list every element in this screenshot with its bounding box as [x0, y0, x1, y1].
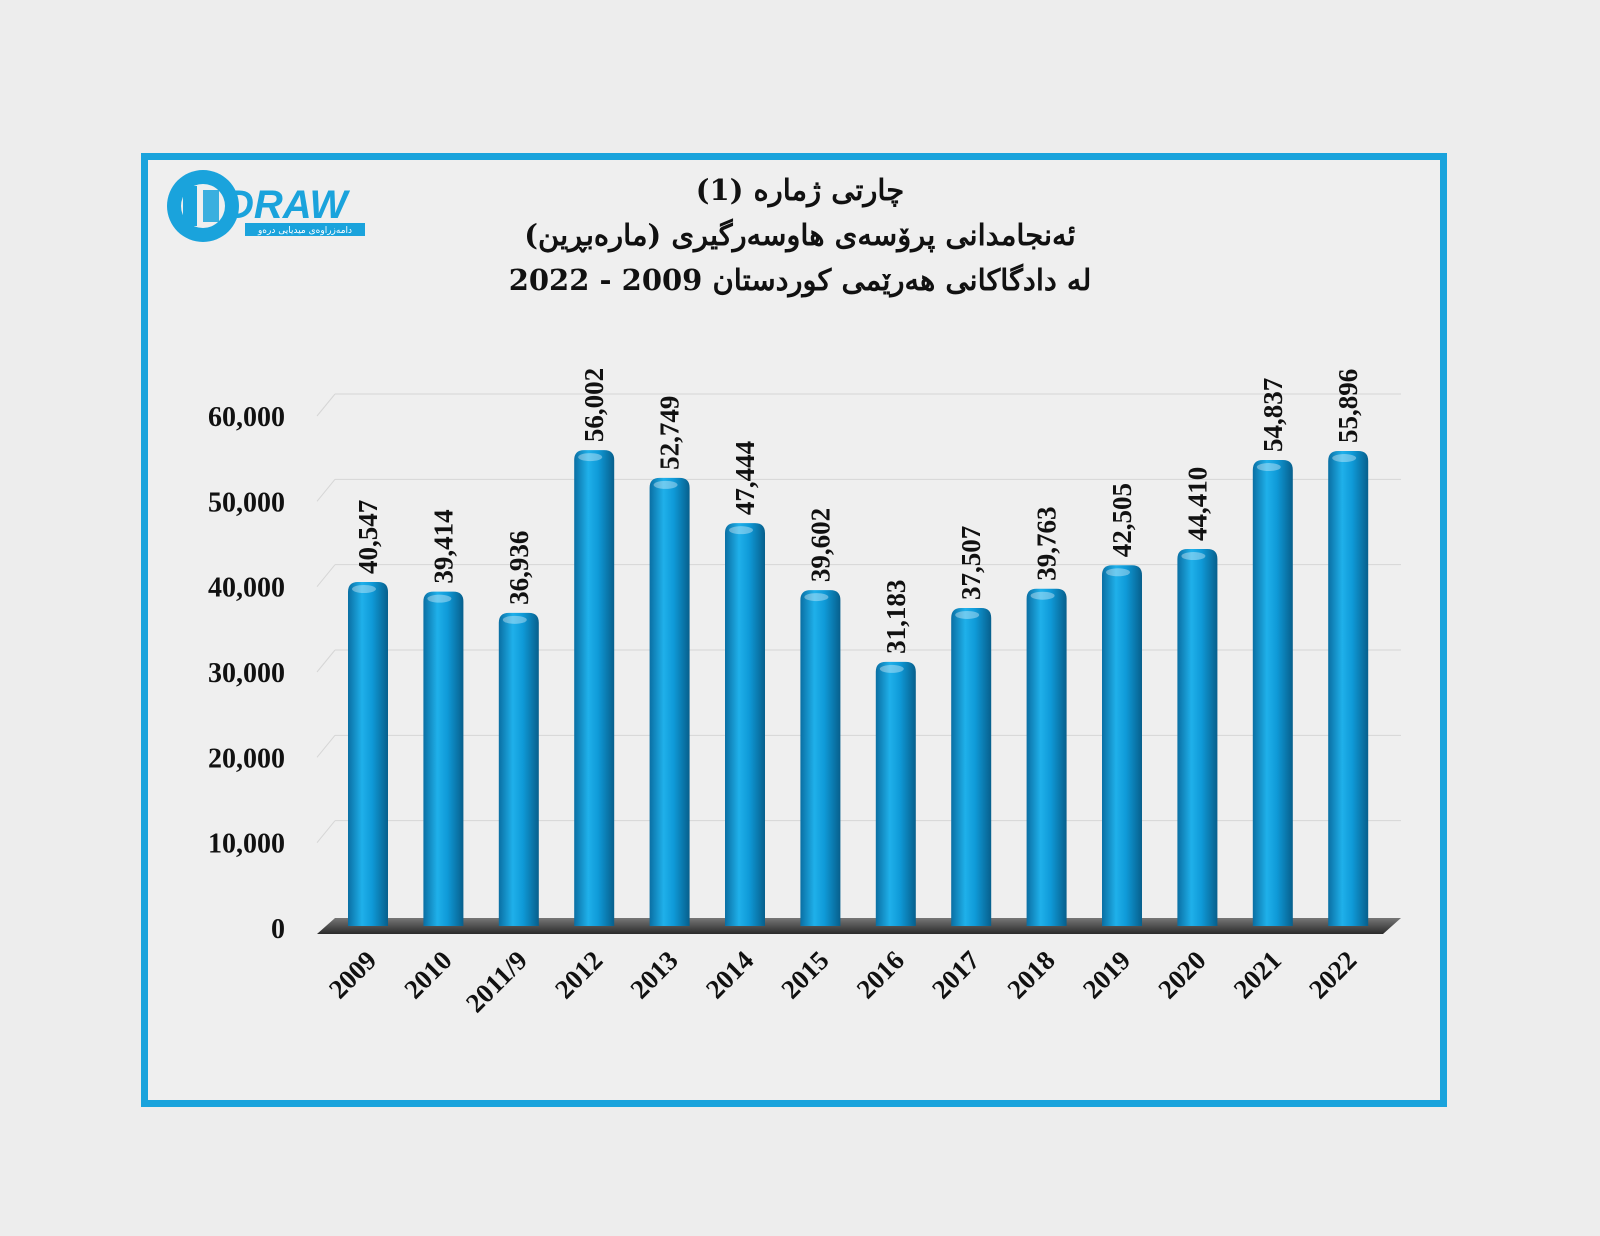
y-tick-label: 10,000 — [208, 829, 285, 860]
bar-highlight — [1332, 454, 1357, 463]
chart-title: چارتی ژمارە (1) ئەنجامدانی پرۆسەی هاوسەر… — [400, 168, 1200, 303]
gridline-diag — [316, 735, 336, 758]
gridline-diag — [316, 649, 336, 673]
bar — [574, 450, 615, 926]
value-labels: 40,547 39,414 36,936 56,002 52,749 47,444 39,6… — [353, 368, 1363, 654]
bar — [498, 612, 539, 926]
gridline-diag — [316, 393, 336, 417]
bar-highlight — [1106, 568, 1130, 577]
bar-highlight — [578, 453, 603, 462]
bar-highlight — [1181, 552, 1206, 561]
value-label: 47,444 — [730, 441, 760, 515]
bar-highlight — [879, 664, 904, 673]
bar — [951, 607, 992, 926]
bar — [348, 581, 388, 926]
x-axis-ticks: 2009 2010 2011/9 2012 2013 2014 2015 2016 2017 20… — [323, 945, 1363, 1018]
y-tick-label: 50,000 — [208, 487, 285, 518]
y-tick-label: 60,000 — [208, 402, 285, 433]
x-tick-label: 2015 — [775, 945, 834, 1004]
x-tick-label: 2021 — [1228, 945, 1287, 1004]
bar-highlight — [653, 480, 678, 489]
y-axis-ticks: 0 10,000 20,000 30,000 40,000 50,000 60,000 — [208, 402, 285, 945]
x-tick-label: 2014 — [700, 945, 759, 1004]
bar-highlight — [352, 584, 376, 593]
value-label: 40,547 — [353, 500, 383, 574]
value-label: 44,410 — [1182, 467, 1212, 541]
x-tick-label: 2018 — [1001, 945, 1060, 1004]
bar-highlight — [502, 615, 527, 624]
title-line-2: ئەنجامدانی پرۆسەی هاوسەرگیری (مارەبڕین) — [524, 218, 1076, 252]
x-tick-label: 2022 — [1303, 945, 1362, 1004]
x-tick-label: 2012 — [549, 945, 608, 1004]
bar — [649, 477, 690, 926]
bar-highlight — [729, 526, 753, 535]
y-tick-label: 20,000 — [208, 743, 285, 774]
x-tick-label: 2017 — [926, 945, 985, 1004]
bar — [800, 590, 841, 926]
bar-highlight — [427, 594, 452, 603]
x-tick-label: 2010 — [398, 945, 457, 1004]
bar — [875, 661, 916, 926]
bar — [1177, 549, 1218, 926]
gridlines — [316, 393, 1401, 843]
logo-tagline: دامەزراوەی میدیایی درەو — [257, 226, 352, 236]
bar — [1102, 565, 1142, 926]
gridline-diag — [316, 564, 336, 587]
value-label: 31,183 — [881, 580, 911, 654]
title-line-1: چارتی ژمارە (1) — [695, 173, 905, 207]
bar-highlight — [804, 593, 829, 602]
logo-text: DRAW — [225, 183, 350, 227]
value-label: 39,602 — [805, 508, 835, 582]
y-tick-label: 0 — [271, 914, 285, 945]
bar — [1252, 460, 1293, 926]
bar-highlight — [1256, 463, 1281, 472]
value-label: 52,749 — [655, 396, 685, 470]
x-tick-label: 2009 — [323, 945, 382, 1004]
bars — [348, 450, 1369, 926]
draw-logo: DRAW دامەزراوەی میدیایی درەو — [167, 170, 365, 242]
value-label: 42,505 — [1107, 483, 1137, 557]
gridline-diag — [316, 820, 336, 843]
gridline-diag — [316, 479, 336, 502]
value-label: 37,507 — [956, 526, 986, 600]
value-label: 39,414 — [428, 509, 458, 583]
x-tick-label: 2020 — [1152, 945, 1211, 1004]
bar — [1328, 451, 1369, 926]
bar-highlight — [1030, 591, 1055, 600]
title-line-3: لە دادگاکانی هەرێمی کوردستان 2009 - 2022 — [508, 263, 1092, 297]
bar-highlight — [955, 610, 980, 619]
bar — [725, 523, 765, 926]
value-label: 55,896 — [1333, 369, 1363, 443]
x-tick-label: 2011/9 — [460, 945, 533, 1018]
value-label: 39,763 — [1032, 506, 1062, 580]
value-label: 54,837 — [1258, 378, 1288, 452]
y-tick-label: 30,000 — [208, 658, 285, 689]
x-tick-label: 2013 — [624, 945, 683, 1004]
bar — [1026, 588, 1067, 926]
value-label: 56,002 — [579, 368, 609, 442]
bar — [423, 591, 464, 926]
chart-floor — [317, 918, 1401, 934]
x-tick-label: 2016 — [851, 945, 910, 1004]
y-tick-label: 40,000 — [208, 573, 285, 604]
x-tick-label: 2019 — [1077, 945, 1136, 1004]
value-label: 36,936 — [504, 531, 534, 605]
